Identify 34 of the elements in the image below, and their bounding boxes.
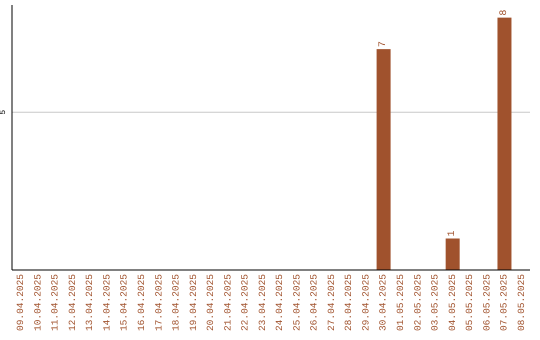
x-tick-label: 15.04.2025 [118, 274, 130, 332]
x-tick-label: 23.04.2025 [256, 274, 268, 332]
x-tick-label: 05.05.2025 [464, 274, 476, 332]
x-tick-label: 09.04.2025 [15, 274, 26, 332]
data-label: 8 [498, 10, 510, 16]
x-tick-label: 27.04.2025 [326, 274, 337, 332]
x-tick-label: 07.05.2025 [498, 274, 510, 332]
x-tick-label: 03.05.2025 [430, 274, 441, 332]
x-tick-label: 28.04.2025 [343, 274, 354, 332]
x-tick-label: 21.04.2025 [222, 274, 234, 332]
x-tick-label: 08.05.2025 [516, 274, 527, 332]
x-tick-label: 02.05.2025 [412, 274, 424, 332]
x-tick-label: 13.04.2025 [84, 274, 96, 332]
x-tick-label: 14.04.2025 [101, 274, 112, 332]
x-tick-label: 10.04.2025 [32, 274, 44, 332]
x-tick-label: 19.04.2025 [188, 274, 199, 332]
x-tick-label: 11.04.2025 [50, 274, 61, 332]
x-tick-label: 24.04.2025 [274, 274, 286, 332]
x-tick-label: 04.05.2025 [446, 274, 458, 332]
y-tick-label: 5 [0, 110, 8, 115]
x-tick-label: 30.04.2025 [378, 274, 389, 332]
x-tick-label: 16.04.2025 [136, 274, 147, 332]
x-tick-label: 17.04.2025 [153, 274, 164, 332]
x-tick-label: 29.04.2025 [360, 274, 372, 332]
x-tick-label: 25.04.2025 [291, 274, 302, 332]
x-tick-label: 26.04.2025 [308, 274, 320, 332]
x-tick-label: 22.04.2025 [240, 274, 251, 332]
x-tick-label: 20.04.2025 [205, 274, 216, 332]
x-tick-label: 06.05.2025 [481, 274, 492, 332]
x-tick-label: 18.04.2025 [170, 274, 182, 332]
x-tick-label: 12.04.2025 [66, 274, 78, 332]
data-label: 1 [447, 230, 458, 236]
data-label: 7 [378, 41, 390, 48]
x-tick-label: 01.05.2025 [395, 274, 406, 332]
